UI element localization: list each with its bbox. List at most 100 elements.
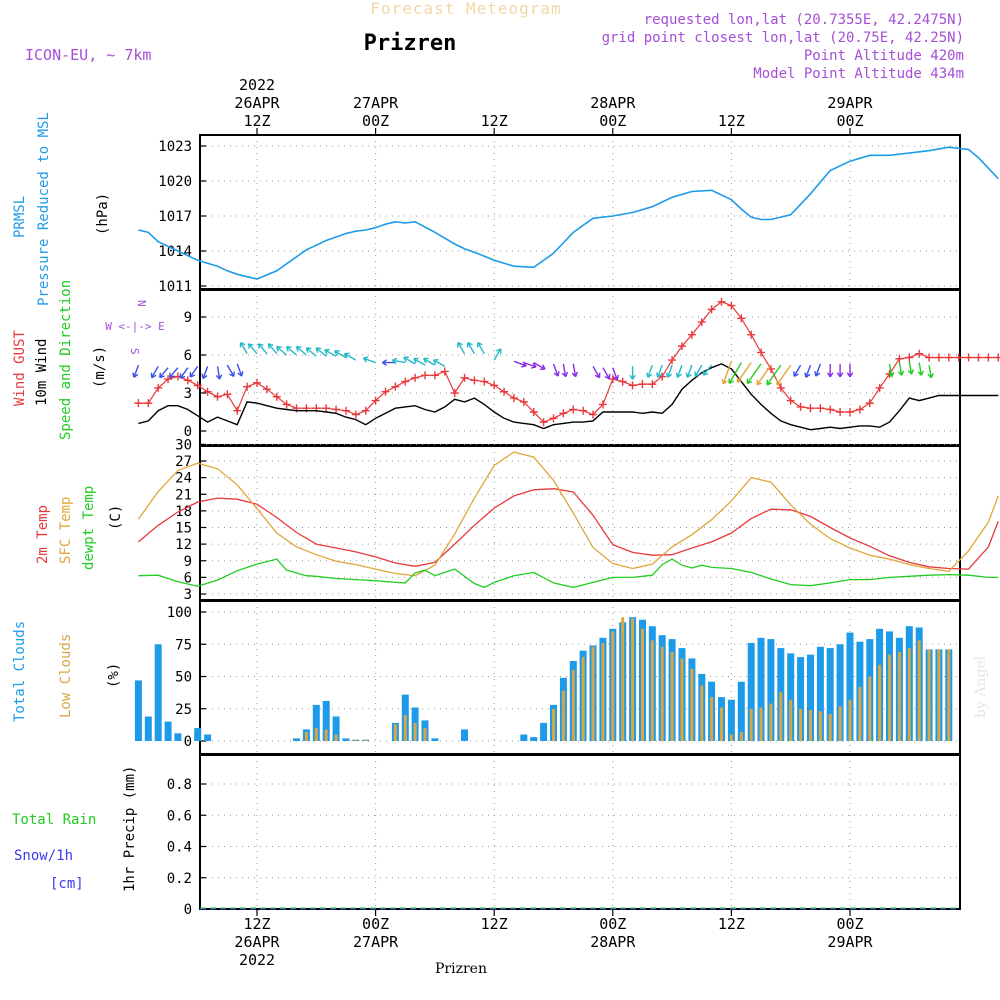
y-tick-label: 3 <box>184 587 192 603</box>
top-time-label: 28APR <box>590 94 636 112</box>
pressure-labels: PRMSL Pressure Reduced to MSL (hPa) <box>12 112 111 306</box>
wind-arrow <box>612 367 619 381</box>
wind-arrow <box>776 364 792 386</box>
wind-arrow <box>646 364 653 378</box>
gust-marker <box>727 301 736 310</box>
wind-arrow <box>685 364 693 378</box>
y-tick-label: 1020 <box>158 174 192 190</box>
gust-marker <box>895 354 904 363</box>
wind-arrow <box>836 363 844 378</box>
low-cloud-bar <box>917 640 921 741</box>
gust-marker <box>559 409 568 418</box>
total-cloud-bar <box>767 639 775 741</box>
wind-arrow <box>656 364 663 378</box>
gust-marker <box>361 406 370 415</box>
top-time-label: 00Z <box>599 112 626 130</box>
y-tick-label: 25 <box>175 702 192 718</box>
temp-2m-line <box>137 488 999 570</box>
low-cloud-bar <box>581 657 585 741</box>
temp-sfc-label: SFC Temp <box>58 497 74 564</box>
y-tick-label: 6 <box>184 570 192 586</box>
gust-marker <box>509 394 518 403</box>
wind-arrow <box>746 363 762 385</box>
gust-marker <box>717 297 726 306</box>
bottom-time-label: 12Z <box>718 915 745 933</box>
total-cloud-bar <box>342 738 350 741</box>
low-cloud-bar <box>720 707 723 741</box>
gust-marker <box>836 408 845 416</box>
low-cloud-bar <box>700 685 704 741</box>
gust-marker <box>381 387 390 396</box>
gust-marker <box>569 405 578 414</box>
total-cloud-bar <box>807 654 814 741</box>
low-cloud-bar <box>769 703 773 741</box>
gust-marker <box>994 353 1000 362</box>
low-cloud-bar <box>314 728 318 741</box>
low-cloud-bar <box>304 732 308 741</box>
snow-unit: [cm] <box>50 876 84 892</box>
wind-arrow <box>189 365 199 378</box>
wind-arrow <box>467 341 476 355</box>
low-cloud-bar <box>868 676 872 741</box>
total-cloud-bar <box>204 734 212 741</box>
gust-marker <box>272 392 281 401</box>
wind-panel: 0 3 6 9 <box>132 289 1000 446</box>
total-cloud-bar <box>836 644 844 742</box>
wind-arrow <box>247 343 258 355</box>
total-cloud-bar <box>164 721 172 741</box>
low-cloud-bar <box>680 658 684 741</box>
low-cloud-bar <box>779 692 783 741</box>
gust-marker <box>628 381 637 390</box>
gust-marker <box>134 399 143 408</box>
gust-marker <box>460 373 469 382</box>
low-cloud-bar <box>591 646 595 741</box>
wind-arrow <box>391 357 406 365</box>
wind-arrow <box>179 367 189 379</box>
wind-arrow <box>887 363 895 378</box>
gust-marker <box>905 353 914 362</box>
y-tick-label: 3 <box>184 386 192 402</box>
gust-marker <box>371 396 380 405</box>
clouds-panel: 0 25 50 75 100 <box>134 600 961 755</box>
wind-arrow <box>552 363 560 377</box>
wind-arrow <box>476 341 485 355</box>
low-cloud-bar <box>561 690 565 741</box>
gust-marker <box>529 408 538 416</box>
top-time-label: 00Z <box>836 112 863 130</box>
wind-arrow <box>257 343 268 355</box>
total-cloud-bar <box>134 680 142 741</box>
gust-marker <box>925 353 934 362</box>
wind-arrow <box>827 363 834 378</box>
y-tick-label: 9 <box>184 554 192 570</box>
wind-arrow <box>132 364 140 378</box>
gust-marker <box>638 380 647 389</box>
wind-arrow <box>766 364 782 386</box>
gust-marker <box>668 356 677 365</box>
bottom-time-label: 00Z <box>362 915 389 933</box>
gust-marker <box>648 380 657 389</box>
y-tick-label: 21 <box>175 487 192 503</box>
wind-speed-dir-label: Speed and Direction <box>58 280 74 440</box>
gust-marker <box>934 353 943 362</box>
wind-arrow <box>793 364 802 378</box>
wind-arrow <box>432 359 446 368</box>
gust-marker <box>154 383 163 392</box>
gust-marker <box>806 404 815 413</box>
pressure-unit: (hPa) <box>95 193 111 235</box>
wind-arrow <box>215 366 223 380</box>
y-tick-label: 24 <box>175 471 192 487</box>
total-cloud-bar <box>797 657 805 741</box>
wind-10m-label: 10m Wind <box>34 339 50 406</box>
y-tick-label: 1017 <box>158 209 192 225</box>
pressure-label-msl: Pressure Reduced to MSL <box>36 112 52 306</box>
gust-marker <box>539 418 548 427</box>
bottom-time-label: 12Z <box>481 915 508 933</box>
total-cloud-bar <box>757 637 765 741</box>
wind-arrow <box>159 367 169 379</box>
wind-arrow <box>694 364 703 378</box>
gust-marker <box>549 414 558 423</box>
total-clouds-label: Total Clouds <box>12 621 28 722</box>
pressure-panel: 1011 1014 1017 1020 1023 <box>138 134 999 295</box>
low-cloud-bar <box>927 649 931 741</box>
